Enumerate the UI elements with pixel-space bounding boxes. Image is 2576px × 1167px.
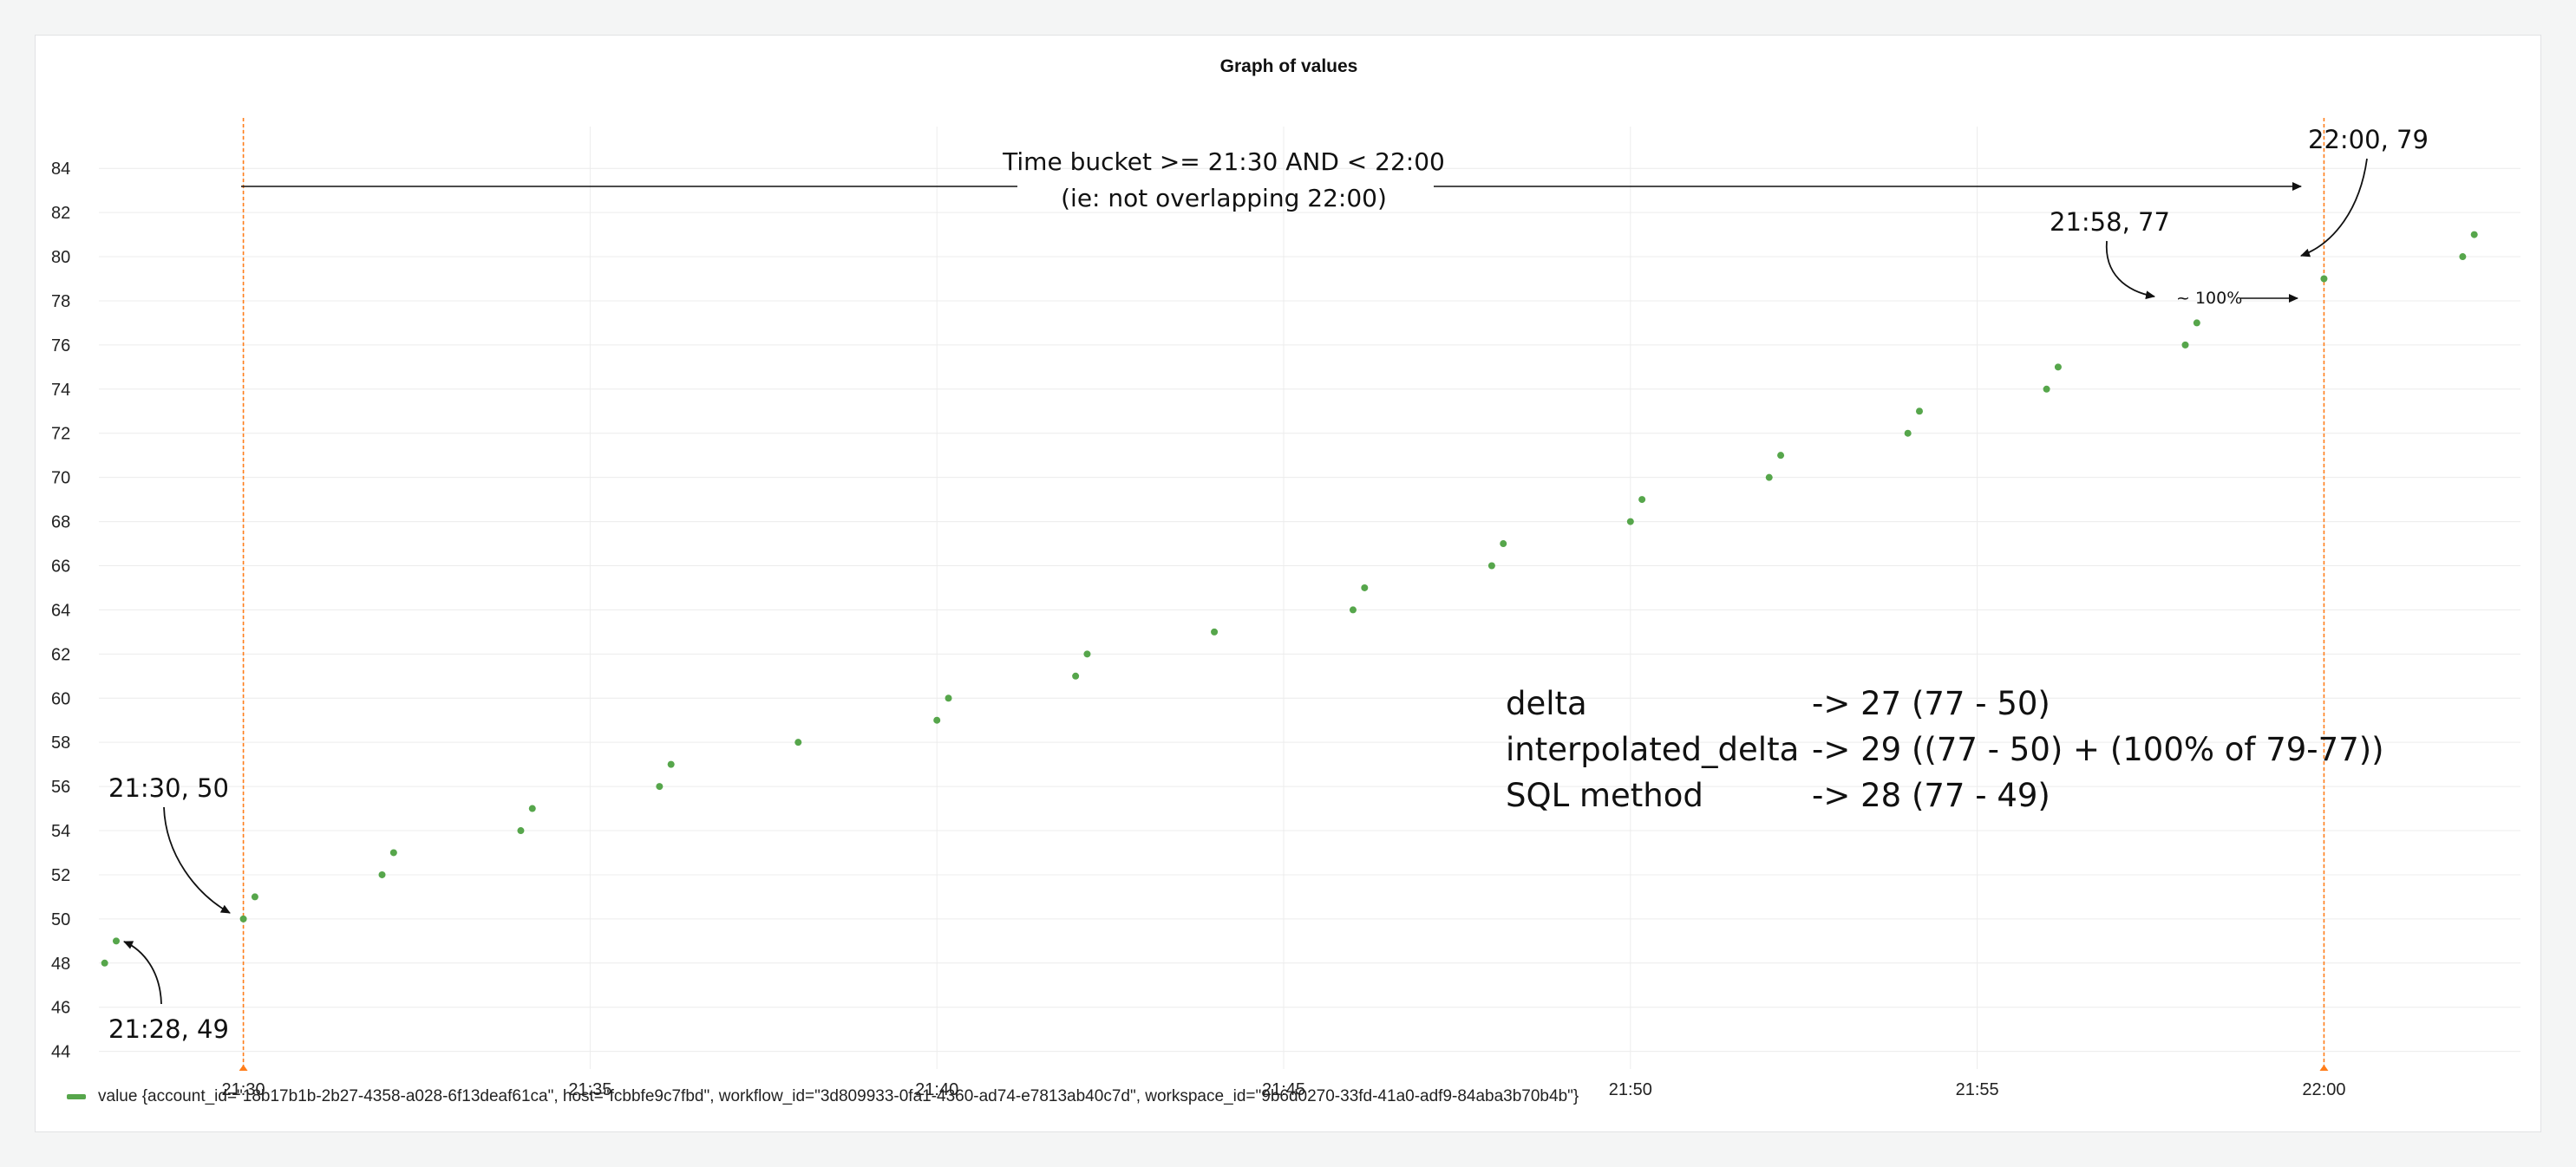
data-point (794, 739, 802, 746)
data-point (1211, 628, 1219, 636)
formula-value-sql-method: -> 28 (77 - 49) (1812, 777, 2050, 814)
data-point (933, 716, 941, 724)
y-tick-label: 74 (51, 381, 70, 400)
y-tick-label: 82 (51, 204, 70, 223)
x-tick-label: 22:00 (2302, 1080, 2345, 1099)
data-point (2470, 231, 2478, 238)
callout-2130-label: 21:30, 50 (108, 773, 229, 803)
formula-block: delta interpolated_delta SQL method -> 2… (1506, 685, 2384, 814)
y-tick-label: 48 (51, 955, 70, 974)
data-point (389, 849, 397, 857)
callout-2128-arrow (123, 941, 162, 1005)
y-tick-label: 52 (51, 866, 70, 885)
bucket-label-line1: Time bucket >= 21:30 AND < 22:00 (1002, 147, 1445, 176)
callout-2128: 21:28, 49 (108, 941, 229, 1044)
x-tick-label: 21:50 (1609, 1080, 1652, 1099)
y-tick-label: 50 (51, 910, 70, 929)
y-tick-label: 64 (51, 601, 70, 620)
threshold-marker (239, 1065, 248, 1071)
chart-title: Graph of values (1220, 56, 1358, 76)
y-tick-label: 62 (51, 645, 70, 664)
data-point (239, 915, 247, 923)
y-tick-label: 68 (51, 513, 70, 532)
callout-2200-label: 22:00, 79 (2308, 125, 2429, 154)
y-tick-label: 76 (51, 336, 70, 355)
y-tick-label: 54 (51, 822, 70, 841)
callout-2158-label: 21:58, 77 (2050, 207, 2170, 237)
data-point (1765, 473, 1773, 481)
y-tick-label: 60 (51, 689, 70, 708)
y-tick-label: 46 (51, 999, 70, 1018)
threshold-marker (2319, 1065, 2329, 1071)
data-point (1915, 407, 1923, 415)
y-tick-label: 84 (51, 160, 70, 179)
legend-label: value {account_id="18b17b1b-2b27-4358-a0… (98, 1087, 1579, 1105)
scatter-chart: Graph of values 44 46 48 50 52 54 56 58 60 62 64 66… (51, 56, 2520, 1099)
bucket-label-line2: (ie: not overlapping 22:00) (1061, 184, 1387, 212)
formula-value-interpolated-delta: -> 29 ((77 - 50) + (100% of 79-77)) (1812, 731, 2384, 768)
x-tick-label: 21:40 (915, 1080, 958, 1099)
data-point (1487, 562, 1495, 570)
grid (99, 127, 2520, 1069)
data-point (2320, 275, 2328, 283)
data-point (1500, 540, 1507, 548)
data-point (1349, 606, 1357, 614)
data-point (2054, 363, 2062, 371)
data-point (1777, 452, 1785, 460)
data-point (528, 805, 536, 812)
legend[interactable]: value {account_id="18b17b1b-2b27-4358-a0… (67, 1087, 1579, 1106)
chart-panel: Graph of values 44 46 48 50 52 54 56 58 60 62 64 66… (35, 35, 2541, 1132)
axes: 44 46 48 50 52 54 56 58 60 62 64 66 68 70 72 74 76 78 80 82… (51, 160, 2345, 1099)
y-tick-label: 44 (51, 1043, 70, 1062)
formula-name-interpolated-delta: interpolated_delta (1506, 731, 1799, 768)
callout-2200: 22:00, 79 (2300, 125, 2429, 258)
callout-2158-arrow (2105, 240, 2155, 300)
y-tick-label: 70 (51, 469, 70, 488)
data-point (517, 827, 525, 835)
data-point (112, 937, 120, 945)
y-tick-label: 56 (51, 778, 70, 797)
formula-name-delta: delta (1506, 685, 1587, 722)
x-tick-label: 21:30 (222, 1080, 265, 1099)
data-point (2459, 253, 2467, 261)
y-tick-label: 80 (51, 248, 70, 267)
data-point (1904, 429, 1912, 437)
data-point (2181, 341, 2189, 349)
callout-2130-arrow (163, 806, 231, 914)
data-point (378, 870, 386, 878)
legend-swatch (67, 1094, 86, 1099)
x-tick-label: 21:35 (568, 1080, 611, 1099)
data-point (656, 783, 664, 791)
formula-name-sql-method: SQL method (1506, 777, 1703, 814)
data-point (1072, 672, 1080, 680)
data-point (667, 760, 675, 768)
data-point (251, 893, 258, 901)
data-point (2043, 385, 2050, 393)
data-point (1361, 584, 1369, 591)
data-points (101, 231, 2478, 967)
data-point (945, 694, 952, 702)
data-point (1083, 650, 1091, 658)
x-tick-label: 21:45 (1262, 1080, 1305, 1099)
x-tick-label: 21:55 (1956, 1080, 1999, 1099)
callout-2130: 21:30, 50 (108, 773, 231, 914)
y-tick-label: 58 (51, 733, 70, 753)
callout-2128-label: 21:28, 49 (108, 1014, 229, 1044)
y-tick-label: 72 (51, 425, 70, 444)
data-point (1626, 518, 1634, 525)
callout-2200-arrow (2300, 158, 2368, 258)
pct-label: ~ 100% (2176, 289, 2242, 308)
y-tick-label: 78 (51, 292, 70, 311)
y-tick-label: 66 (51, 557, 70, 576)
data-point (101, 959, 108, 967)
bucket-annotation: Time bucket >= 21:30 AND < 22:00 (ie: no… (241, 147, 2302, 212)
data-point (2193, 319, 2200, 327)
callout-2158: 21:58, 77 ~ 100% (2050, 207, 2298, 308)
data-point (1638, 496, 1646, 504)
formula-value-delta: -> 27 (77 - 50) (1812, 685, 2050, 722)
